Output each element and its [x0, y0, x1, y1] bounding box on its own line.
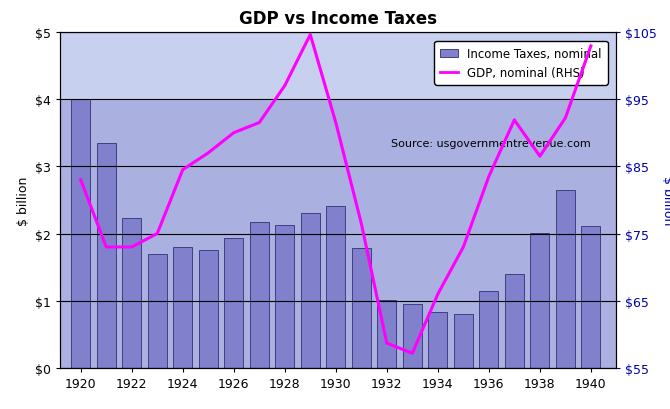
Y-axis label: $ billion: $ billion — [17, 176, 29, 225]
Bar — [531, 233, 549, 368]
Bar — [122, 218, 141, 368]
Bar — [505, 274, 524, 368]
Bar — [71, 100, 90, 368]
Bar — [199, 250, 218, 368]
Bar — [326, 207, 345, 368]
Bar — [479, 291, 498, 368]
Title: GDP vs Income Taxes: GDP vs Income Taxes — [239, 11, 438, 28]
Bar — [96, 144, 116, 368]
Bar — [250, 222, 269, 368]
Bar — [147, 255, 167, 368]
Bar — [301, 214, 320, 368]
Bar — [352, 248, 371, 368]
Bar — [60, 33, 616, 100]
Bar — [556, 190, 575, 368]
Bar — [454, 315, 473, 368]
Bar — [173, 247, 192, 368]
Bar — [582, 227, 600, 368]
Y-axis label: $ billion: $ billion — [661, 176, 670, 225]
Bar — [224, 238, 243, 368]
Bar — [275, 225, 294, 368]
Legend: Income Taxes, nominal, GDP, nominal (RHS): Income Taxes, nominal, GDP, nominal (RHS… — [434, 42, 608, 85]
Bar — [428, 312, 448, 368]
Bar — [377, 300, 397, 368]
Text: Source: usgovernmentrevenue.com: Source: usgovernmentrevenue.com — [391, 138, 591, 148]
Bar — [403, 304, 422, 368]
